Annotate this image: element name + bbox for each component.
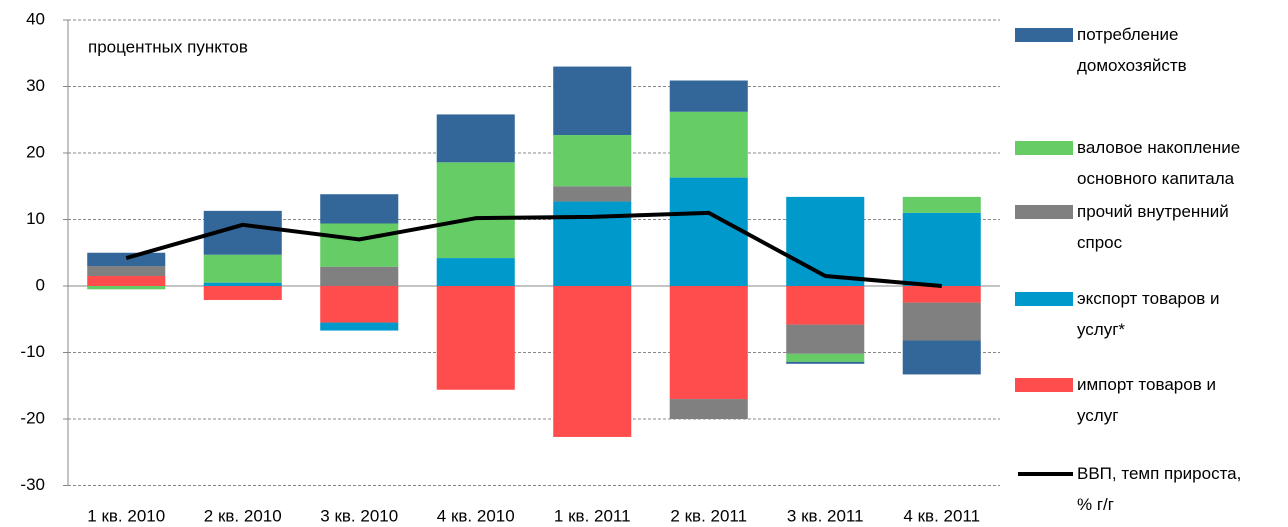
bar-segment xyxy=(786,361,865,364)
bar-segment xyxy=(320,266,399,286)
y-tick-label: -10 xyxy=(20,342,45,361)
x-tick-label: 3 кв. 2010 xyxy=(320,506,398,525)
bar-segment xyxy=(902,212,981,286)
bar-segment xyxy=(786,196,865,286)
y-tick-label: 30 xyxy=(26,76,45,95)
bar-segment xyxy=(203,286,282,300)
bar-segment xyxy=(669,177,748,286)
x-tick-label: 1 кв. 2010 xyxy=(87,506,165,525)
bar-segment xyxy=(553,66,632,136)
bar-segment xyxy=(553,286,632,437)
bar-segment xyxy=(902,196,981,213)
bar-segment xyxy=(553,135,632,187)
legend-label: потребление домохозяйств xyxy=(1077,25,1187,75)
legend-label: импорт товаров и услуг xyxy=(1077,375,1216,425)
bar-segment xyxy=(320,322,399,331)
bar-segment xyxy=(669,286,748,400)
bar-segment xyxy=(436,286,515,390)
x-tick-label: 2 кв. 2010 xyxy=(204,506,282,525)
legend-label: прочий внутренний спрос xyxy=(1077,202,1229,252)
legend-swatch xyxy=(1015,378,1073,392)
bar-segment xyxy=(87,266,166,277)
bar-segment xyxy=(669,399,748,419)
bar-segment xyxy=(786,324,865,354)
x-tick-label: 1 кв. 2011 xyxy=(554,506,631,525)
bar-segment xyxy=(786,353,865,362)
y-tick-label: 40 xyxy=(26,9,45,28)
x-tick-label: 2 кв. 2011 xyxy=(670,506,747,525)
y-tick-label: -20 xyxy=(20,408,45,427)
bar-segment xyxy=(87,286,166,290)
y-tick-label: 0 xyxy=(36,275,45,294)
bar-segment xyxy=(669,80,748,112)
y-tick-label: 10 xyxy=(26,209,45,228)
legend-swatch xyxy=(1015,28,1073,42)
bar-segment xyxy=(87,276,166,286)
bar-segment xyxy=(320,194,399,224)
bar-segment xyxy=(436,258,515,286)
bar-segment xyxy=(786,286,865,325)
bar-segment xyxy=(902,286,981,303)
x-tick-label: 3 кв. 2011 xyxy=(787,506,864,525)
x-tick-label: 4 кв. 2011 xyxy=(903,506,980,525)
bar-segment xyxy=(436,114,515,163)
bar-segment xyxy=(436,162,515,259)
bar-segment xyxy=(553,186,632,202)
legend-label: экспорт товаров и услуг* xyxy=(1077,289,1220,339)
y-tick-label: -30 xyxy=(20,475,45,494)
gdp-line xyxy=(125,210,942,288)
bar-segment xyxy=(87,252,166,267)
bar-segment xyxy=(902,340,981,375)
legend-swatch xyxy=(1015,141,1073,155)
bar-segment xyxy=(203,254,282,283)
legend-swatch xyxy=(1015,292,1073,306)
legend-label: ВВП, темп прироста, % г/г xyxy=(1077,464,1242,514)
bar-segment xyxy=(320,223,399,267)
x-tick-label: 4 кв. 2010 xyxy=(437,506,515,525)
legend-label: валовое накопление основного капитала xyxy=(1077,138,1241,188)
annotation: процентных пунктов xyxy=(88,37,248,56)
bar-segment xyxy=(320,286,399,323)
bar-segment xyxy=(203,282,282,286)
bar-segment xyxy=(902,302,981,341)
y-tick-label: 20 xyxy=(26,142,45,161)
legend-swatch xyxy=(1015,205,1073,219)
bar-segment xyxy=(669,111,748,178)
